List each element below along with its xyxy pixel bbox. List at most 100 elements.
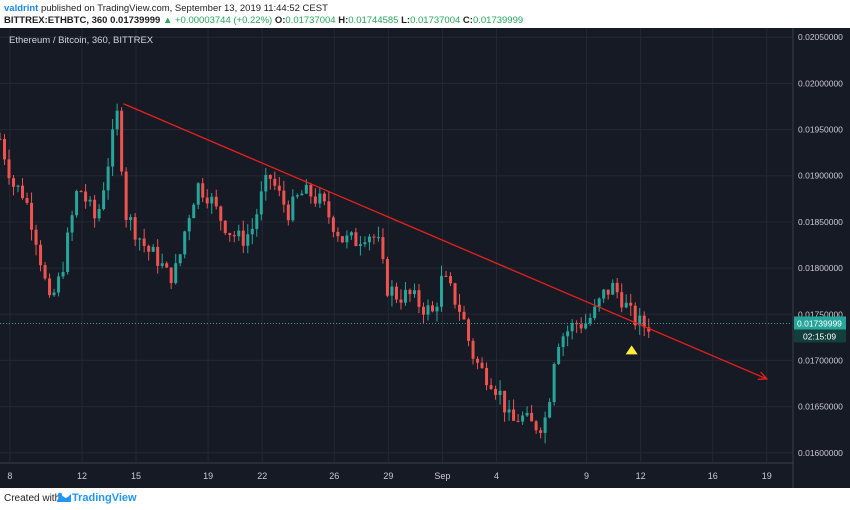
- candle-body: [561, 336, 565, 348]
- candle-body: [223, 220, 227, 234]
- candle-body: [548, 402, 552, 418]
- ohlc-high: 0.01744585: [348, 15, 399, 26]
- candle-body: [237, 230, 241, 237]
- candle-body: [313, 196, 317, 204]
- chart-overlays: [0, 103, 792, 380]
- candle-body: [264, 175, 268, 192]
- author-link[interactable]: valdrint: [4, 3, 39, 14]
- candle-body: [530, 412, 534, 422]
- candle-body: [620, 292, 624, 308]
- candle-body: [273, 178, 277, 186]
- ohlc-open-label: O:: [274, 15, 286, 26]
- candle-body: [336, 231, 340, 237]
- candle-body: [539, 430, 543, 433]
- candle-body: [521, 415, 525, 422]
- candle-body: [647, 327, 651, 332]
- candle-body: [88, 199, 92, 202]
- candle-body: [624, 302, 628, 308]
- candle-body: [178, 254, 182, 264]
- candle-body: [376, 237, 380, 239]
- chart-footer: Created with TradingView: [0, 488, 850, 510]
- candle-body: [30, 202, 34, 230]
- candle-body: [115, 110, 119, 130]
- candle-body: [282, 190, 286, 205]
- candle-body: [611, 282, 615, 295]
- candle-body: [70, 215, 74, 233]
- candle-body: [201, 183, 205, 198]
- candle-body: [516, 420, 520, 422]
- candle-body: [268, 175, 272, 179]
- candle-body: [52, 292, 56, 296]
- last-price: 0.01739999: [110, 15, 161, 26]
- candle-body: [584, 323, 588, 329]
- x-tick-label: 4: [494, 471, 499, 481]
- candle-body: [102, 190, 106, 210]
- time-axis[interactable]: 8 12 15 19 22 26 29 Sep 4 9 12 16 19: [7, 471, 771, 481]
- price-axis[interactable]: 0.02050000 0.02000000 0.01950000 0.01900000…: [794, 32, 846, 458]
- candle-body: [57, 276, 61, 293]
- y-tick-label: 0.01600000: [798, 448, 843, 458]
- candle-body: [75, 191, 79, 216]
- candle-body: [615, 282, 619, 293]
- candle-body: [642, 315, 646, 328]
- candle-body: [250, 228, 254, 235]
- candle-body: [476, 358, 480, 363]
- price-chart[interactable]: 0.02050000 0.02000000 0.01950000 0.01900000…: [0, 28, 850, 488]
- candle-body: [462, 311, 466, 320]
- candle-body: [48, 278, 52, 296]
- tradingview-brand[interactable]: TradingView: [72, 492, 137, 504]
- chart-background: [0, 28, 850, 488]
- candle-body: [354, 232, 358, 247]
- candle-body: [399, 299, 403, 303]
- candle-body: [525, 412, 529, 416]
- candle-body: [165, 263, 169, 268]
- candle-body: [259, 191, 263, 215]
- candle-body: [255, 214, 259, 229]
- candle-body: [21, 185, 25, 199]
- ohlc-low: 0.01737004: [410, 15, 461, 26]
- candle-body: [381, 237, 385, 260]
- candle-body: [430, 305, 434, 312]
- candle-body: [291, 196, 295, 221]
- ohlc-high-label: H:: [338, 15, 349, 26]
- grid-lines: [0, 28, 792, 462]
- candle-body: [435, 306, 439, 312]
- candle-body: [214, 196, 218, 207]
- tradingview-logo-icon: [57, 492, 71, 502]
- candle-body: [588, 318, 592, 324]
- candle-body: [286, 204, 290, 221]
- candle-body: [579, 324, 583, 329]
- candle-body: [124, 171, 128, 221]
- countdown-tag: [794, 329, 846, 343]
- candle-body: [557, 347, 561, 364]
- y-tick-label: 0.01900000: [798, 171, 843, 181]
- x-tick-label: 12: [77, 471, 87, 481]
- candle-body: [534, 421, 538, 431]
- ohlc-low-label: L:: [401, 15, 411, 26]
- candlesticks: [0, 103, 651, 444]
- y-tick-label: 0.01750000: [798, 309, 843, 319]
- candle-body: [7, 159, 11, 179]
- candle-body: [412, 290, 416, 295]
- candle-body: [210, 196, 214, 204]
- y-tick-label: 0.01700000: [798, 355, 843, 365]
- chart-area[interactable]: 0.02050000 0.02000000 0.01950000 0.01900000…: [0, 28, 850, 488]
- candle-body: [205, 197, 209, 204]
- candle-body: [629, 302, 633, 306]
- candle-body: [408, 289, 412, 295]
- marker-triangle: [625, 345, 638, 355]
- candle-body: [241, 230, 245, 246]
- candle-body: [597, 298, 601, 307]
- published-text: published on TradingView.com, September …: [40, 3, 328, 14]
- created-with-text: Created with: [4, 493, 61, 504]
- candle-body: [349, 232, 353, 236]
- candle-body: [12, 178, 16, 187]
- candle-body: [327, 201, 331, 218]
- candle-body: [507, 409, 511, 413]
- candle-body: [151, 246, 155, 252]
- candle-body: [84, 191, 88, 202]
- candle-body: [79, 191, 83, 193]
- last-price-label: 0.01739999: [797, 318, 842, 328]
- candle-body: [552, 363, 556, 403]
- candle-body: [340, 236, 344, 243]
